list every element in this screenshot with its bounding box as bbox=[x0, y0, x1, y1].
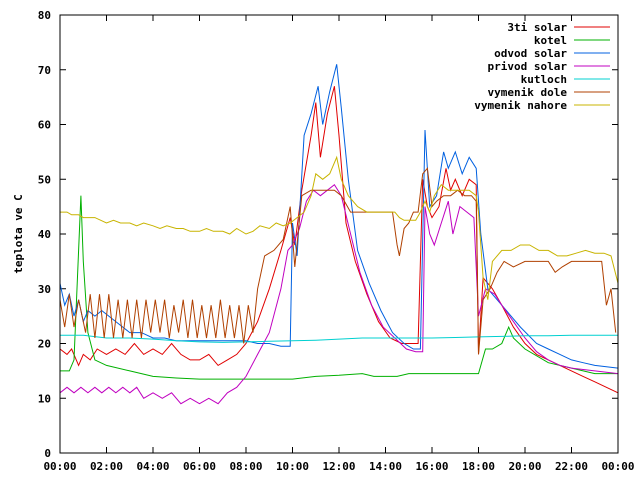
x-tick-label: 00:00 bbox=[601, 460, 634, 473]
series-line-2 bbox=[60, 195, 618, 380]
x-tick-label: 02:00 bbox=[90, 460, 123, 473]
legend-label: odvod solar bbox=[494, 47, 567, 60]
plot-frame bbox=[59, 14, 619, 454]
legend-label: 3ti solar bbox=[507, 21, 567, 34]
x-tick-label: 18:00 bbox=[462, 460, 495, 473]
y-axis-label: teplota ve C bbox=[12, 194, 25, 273]
series-line-7 bbox=[60, 155, 619, 300]
y-tick-label: 60 bbox=[38, 119, 51, 132]
y-tick-label: 40 bbox=[38, 228, 51, 241]
x-axis: 00:00 02:00 04:00 06:00 08:00 10:00 12:00 14:00… bbox=[43, 15, 635, 473]
legend-label: vymenik nahore bbox=[474, 99, 567, 112]
legend-label: kotel bbox=[534, 34, 567, 47]
y-tick-label: 30 bbox=[38, 283, 51, 296]
series-line-5 bbox=[60, 334, 618, 343]
y-tick-label: 80 bbox=[38, 9, 51, 22]
y-tick-label: 70 bbox=[38, 64, 51, 77]
legend-label: vymenik dole bbox=[488, 86, 568, 99]
series-line-6 bbox=[59, 167, 617, 355]
series-line-4 bbox=[59, 183, 619, 405]
x-tick-label: 12:00 bbox=[322, 460, 355, 473]
x-tick-label: 10:00 bbox=[276, 460, 309, 473]
series-line-1 bbox=[59, 86, 619, 394]
y-tick-label: 0 bbox=[44, 447, 51, 460]
x-tick-label: 14:00 bbox=[369, 460, 402, 473]
series-group bbox=[59, 64, 619, 405]
x-tick-label: 06:00 bbox=[183, 460, 216, 473]
x-tick-label: 04:00 bbox=[136, 460, 169, 473]
y-tick-label: 50 bbox=[38, 173, 51, 186]
y-axis: 0 10 20 30 40 50 60 70 80 bbox=[38, 9, 618, 460]
x-tick-label: 08:00 bbox=[229, 460, 262, 473]
legend-label: kutloch bbox=[521, 73, 567, 86]
x-tick-label: 22:00 bbox=[555, 460, 588, 473]
x-tick-label: 20:00 bbox=[508, 460, 541, 473]
x-tick-label: 00:00 bbox=[43, 460, 76, 473]
y-tick-label: 10 bbox=[38, 392, 51, 405]
legend-label: privod solar bbox=[488, 60, 568, 73]
y-tick-label: 20 bbox=[38, 338, 51, 351]
x-tick-label: 16:00 bbox=[415, 460, 448, 473]
series-line-3 bbox=[59, 64, 619, 369]
